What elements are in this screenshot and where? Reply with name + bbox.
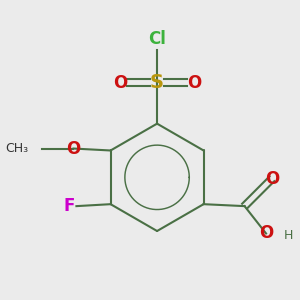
Text: O: O	[265, 170, 279, 188]
Text: F: F	[63, 197, 74, 215]
Text: O: O	[66, 140, 81, 158]
Text: S: S	[150, 73, 164, 92]
Text: O: O	[259, 224, 273, 242]
Text: O: O	[187, 74, 201, 92]
Text: CH₃: CH₃	[5, 142, 28, 155]
Text: H: H	[284, 229, 293, 242]
Text: O: O	[113, 74, 127, 92]
Text: Cl: Cl	[148, 31, 166, 49]
